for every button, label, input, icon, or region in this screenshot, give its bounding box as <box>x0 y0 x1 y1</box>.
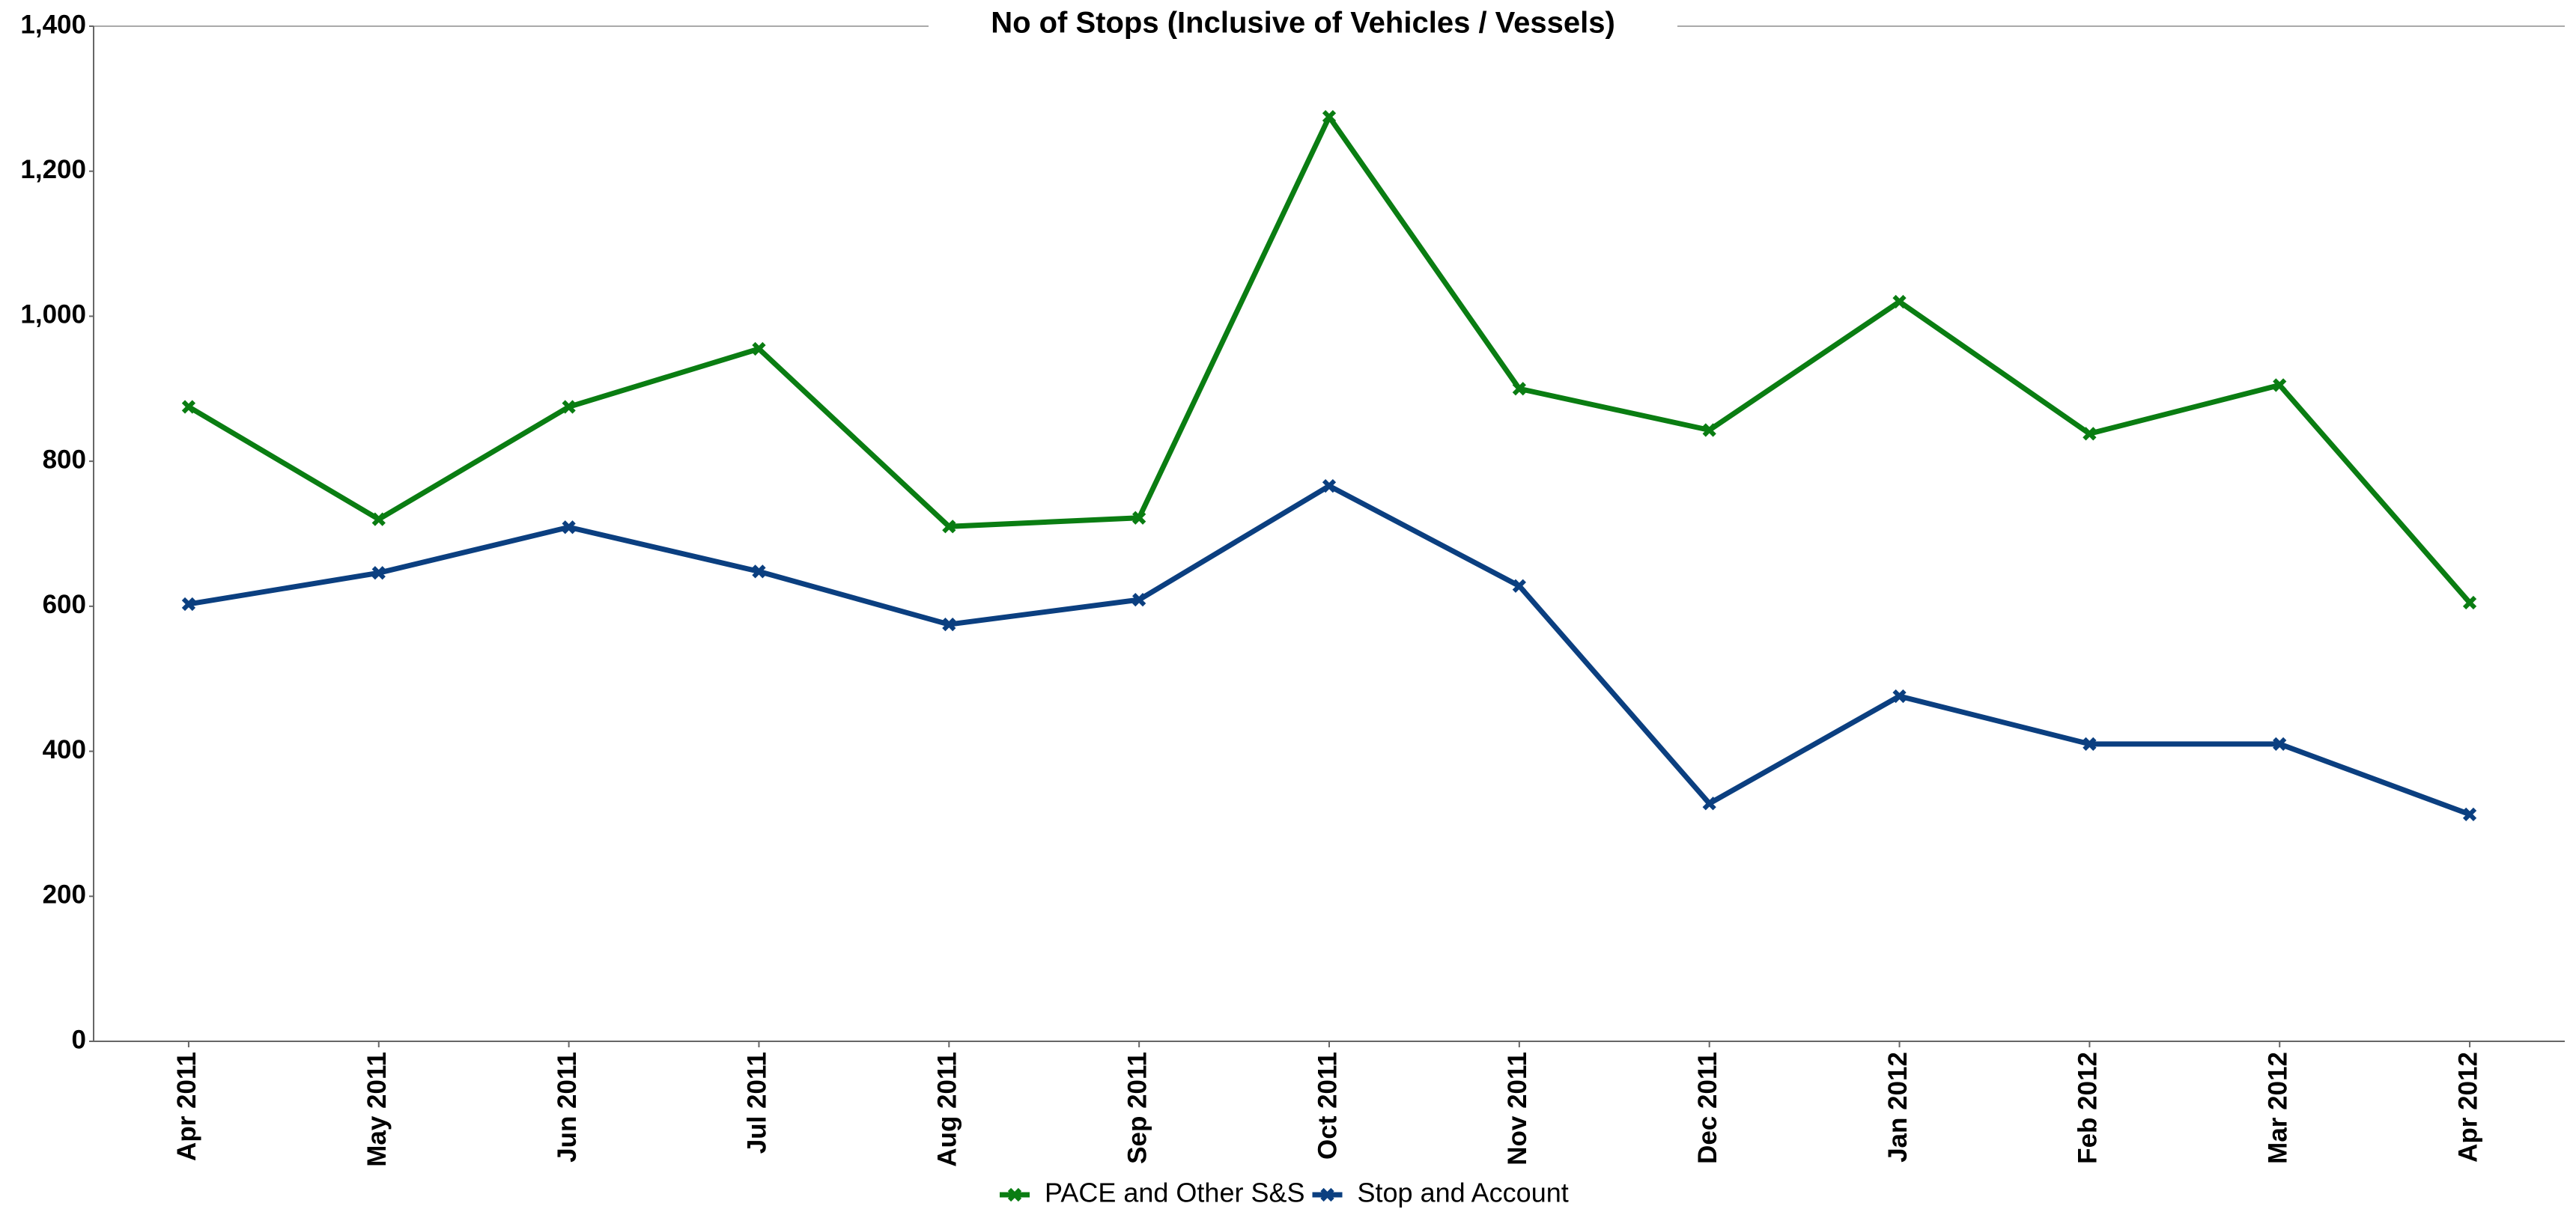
point-marker <box>1892 294 1907 309</box>
y-tick-label: 600 <box>43 590 86 619</box>
point-marker <box>371 566 386 580</box>
x-tick-label: Mar 2012 <box>2263 1052 2292 1164</box>
point-marker <box>1512 579 1526 593</box>
point-marker <box>2083 427 2097 441</box>
y-tick-label: 800 <box>43 445 86 474</box>
point-marker <box>2273 378 2287 392</box>
point-marker <box>1702 797 1716 811</box>
chart-title: No of Stops (Inclusive of Vehicles / Ves… <box>991 7 1615 40</box>
y-tick-label: 0 <box>72 1025 86 1054</box>
series-line <box>188 483 2471 817</box>
y-tick-label: 1,400 <box>20 10 86 39</box>
x-tick-label: Jul 2011 <box>743 1052 772 1154</box>
title-background <box>929 4 1677 49</box>
series-line <box>187 114 2472 605</box>
point-marker <box>752 564 766 579</box>
point-marker <box>562 520 576 535</box>
point-marker <box>942 617 956 632</box>
point-marker <box>1132 511 1146 525</box>
point-marker <box>181 400 196 414</box>
point-marker <box>2273 737 2287 752</box>
point-marker <box>1512 382 1526 396</box>
y-tick-label: 1,000 <box>20 300 86 329</box>
point-marker <box>181 597 196 612</box>
point-marker <box>1322 478 1337 493</box>
x-tick-label: Dec 2011 <box>1693 1052 1722 1164</box>
legend-marker <box>1320 1187 1334 1202</box>
point-marker <box>2462 807 2477 821</box>
legend-label: PACE and Other S&S <box>1045 1178 1305 1208</box>
point-marker <box>1322 109 1337 124</box>
x-tick-label: Nov 2011 <box>1503 1052 1532 1166</box>
x-tick-label: Aug 2011 <box>933 1052 962 1167</box>
x-tick-label: Apr 2012 <box>2453 1052 2482 1163</box>
x-tick-label: Oct 2011 <box>1313 1052 1342 1160</box>
point-marker <box>1702 423 1716 437</box>
point-marker <box>1892 689 1907 704</box>
point-marker <box>1132 593 1146 607</box>
x-tick-label: May 2011 <box>362 1052 392 1167</box>
y-tick-label: 200 <box>43 880 86 910</box>
legend-marker <box>1007 1187 1022 1202</box>
x-tick-label: Jun 2011 <box>553 1052 582 1163</box>
y-tick-label: 1,200 <box>20 155 86 184</box>
y-tick-label: 400 <box>43 735 86 764</box>
point-marker <box>2083 737 2097 752</box>
point-marker <box>371 512 386 526</box>
x-tick-label: Feb 2012 <box>2074 1052 2103 1164</box>
point-marker <box>752 341 766 356</box>
x-tick-label: Apr 2011 <box>172 1052 201 1161</box>
x-tick-label: Sep 2011 <box>1123 1052 1152 1164</box>
x-tick-label: Jan 2012 <box>1883 1052 1913 1163</box>
legend-label: Stop and Account <box>1358 1178 1569 1208</box>
point-marker <box>562 400 576 414</box>
point-marker <box>942 520 956 534</box>
point-marker <box>2462 595 2477 610</box>
